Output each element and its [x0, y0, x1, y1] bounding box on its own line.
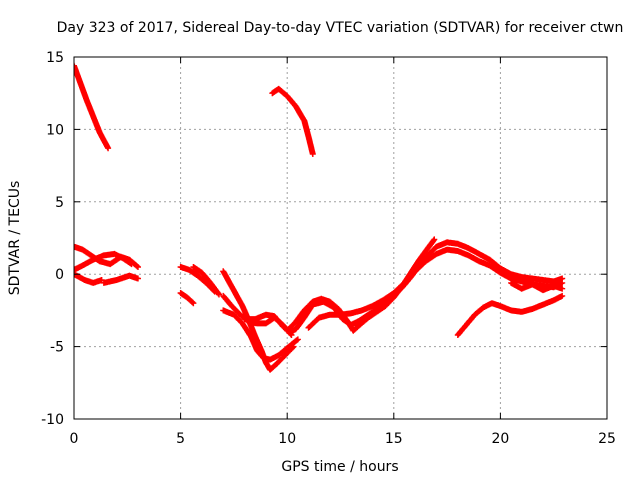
x-tick-label: 25: [598, 431, 616, 447]
y-tick-label: 0: [55, 267, 64, 283]
data-points-arc-1: [74, 62, 112, 152]
series-arc-8: [177, 290, 197, 307]
chart-title: Day 323 of 2017, Sidereal Day-to-day VTE…: [57, 20, 624, 36]
y-tick-label: 5: [55, 195, 64, 211]
axis-ticks: 0 5 10 15 20 25 -10 -5 0 5 10 15: [41, 50, 616, 447]
grid-lines: [74, 57, 607, 419]
x-tick-label: 20: [491, 431, 509, 447]
y-tick-label: -5: [50, 340, 64, 356]
data-points-arc-12: [220, 268, 297, 373]
y-tick-label: -10: [41, 412, 64, 428]
y-axis-label: SDTVAR / TECUs: [7, 181, 23, 296]
y-tick-label: 15: [46, 50, 64, 66]
plot-area: [74, 62, 566, 373]
series-arc-5: [74, 271, 105, 286]
data-points-arc-17: [508, 279, 566, 294]
x-tick-label: 15: [385, 431, 403, 447]
data-points-arc-5: [74, 271, 105, 286]
x-tick-label: 0: [70, 431, 79, 447]
data-points-arc-4: [74, 250, 135, 273]
series-arc-16: [454, 292, 566, 338]
x-tick-label: 5: [176, 431, 185, 447]
series-arc-17: [508, 279, 566, 294]
series-arc-1: [74, 62, 112, 152]
series-arc-12: [220, 268, 297, 373]
data-points-arc-6: [100, 272, 141, 286]
data-points-arc-9: [190, 264, 222, 298]
x-tick-label: 10: [278, 431, 296, 447]
data-points-arc-16: [454, 292, 566, 338]
series-arc-9: [190, 264, 222, 298]
plot-frame: [73, 56, 608, 420]
x-axis-label: GPS time / hours: [281, 459, 398, 475]
series-arc-4: [74, 250, 135, 273]
y-tick-label: 10: [46, 122, 64, 138]
data-points-arc-2: [269, 85, 316, 157]
series-layer: [74, 62, 566, 373]
series-arc-6: [100, 272, 141, 286]
data-points-arc-8: [177, 290, 197, 307]
series-arc-2: [269, 85, 316, 157]
